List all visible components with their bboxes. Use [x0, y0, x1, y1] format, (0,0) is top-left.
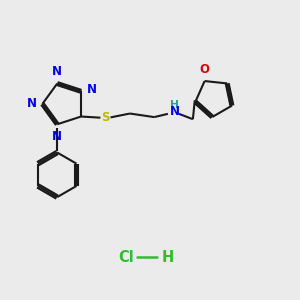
Text: H: H	[170, 100, 179, 110]
Text: Cl: Cl	[118, 250, 134, 265]
Text: H: H	[162, 250, 174, 265]
Text: O: O	[200, 63, 210, 76]
Text: N: N	[169, 105, 179, 118]
Text: S: S	[101, 112, 110, 124]
Text: N: N	[86, 83, 97, 96]
Text: N: N	[52, 130, 61, 142]
Text: N: N	[52, 65, 61, 78]
Text: N: N	[27, 98, 37, 110]
